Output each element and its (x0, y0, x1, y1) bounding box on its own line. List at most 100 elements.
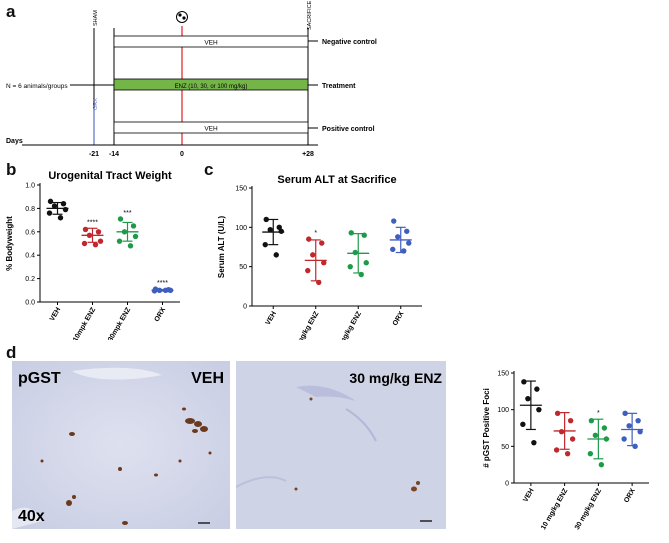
y-axis-label: # pGST Positive Foci (482, 388, 491, 468)
y-tick-label: 150 (497, 371, 509, 378)
data-point (127, 243, 134, 249)
magnification-label: 40x (18, 508, 45, 525)
day-tick-label: +28 (302, 151, 314, 158)
significance-marker: **** (87, 219, 98, 226)
data-point (632, 443, 638, 450)
data-point (95, 229, 102, 235)
data-point (520, 421, 526, 428)
x-tick-label: 10mpk ENZ (72, 306, 97, 340)
urogenital-weight-chart: Urogenital Tract Weight % Bodyweight 0.0 0.… (5, 170, 180, 340)
data-point (587, 450, 594, 457)
x-tick-label: 30mpk ENZ (107, 306, 132, 340)
micrograph-veh: pGST VEH 40x (12, 361, 230, 529)
y-tick-label: 1.0 (25, 183, 35, 190)
data-point (564, 450, 571, 457)
data-point (319, 240, 325, 246)
y-axis-label: % Bodyweight (5, 216, 14, 271)
orx-label: ORX (93, 98, 99, 110)
data-point (130, 223, 137, 229)
significance-marker: * (597, 410, 600, 417)
x-tick-label: VEH (265, 311, 278, 327)
data-point (306, 236, 312, 242)
data-point (121, 229, 128, 235)
y-tick-label: 0.2 (25, 276, 35, 283)
positive-control-bar-label: VEH (204, 126, 218, 133)
data-point (554, 410, 561, 417)
significance-marker: *** (123, 210, 131, 217)
data-point (598, 461, 605, 468)
data-point (263, 216, 269, 223)
panel-c-letter: c (204, 160, 214, 179)
positive-control-label: Positive control (322, 126, 375, 133)
data-point (151, 288, 158, 294)
data-point (278, 228, 284, 234)
data-point (82, 226, 89, 233)
data-point (51, 203, 58, 209)
x-tick-label: ORX (623, 487, 637, 504)
data-point (92, 241, 99, 248)
significance-marker: * (314, 230, 317, 237)
data-point (391, 218, 397, 224)
y-tick-label: 150 (235, 186, 247, 193)
data-point (406, 240, 412, 246)
data-point (531, 439, 537, 446)
image-group-label: VEH (191, 370, 224, 387)
x-tick-label: 30 mg/kg ENZ (574, 487, 604, 531)
data-point (57, 215, 64, 221)
data-point (348, 230, 354, 236)
significance-marker: **** (157, 280, 168, 287)
x-tick-label: VEH (49, 307, 62, 323)
treatment-start-icon (176, 11, 188, 23)
data-point (536, 406, 542, 413)
data-point (363, 260, 369, 266)
data-point (273, 252, 279, 258)
study-design-timeline: VEH Negative control ENZ (10, 30, or 100… (6, 0, 377, 158)
data-point (97, 238, 104, 244)
sacrifice-label: SACRIFICE (307, 0, 313, 30)
pgst-foci-chart: # pGST Positive Foci 0 50 100 150 VEH 10 mg/kg… (482, 371, 649, 531)
negative-control-label: Negative control (322, 39, 377, 46)
data-point (404, 228, 410, 234)
stain-label: pGST (18, 370, 61, 387)
data-point (86, 232, 93, 239)
data-point (267, 226, 273, 233)
data-point (262, 241, 268, 248)
x-tick-label: VEH (522, 488, 535, 504)
data-point (567, 417, 574, 424)
data-point (132, 233, 139, 240)
data-point (167, 287, 174, 293)
treatment-bar-label: ENZ (10, 30, or 100 mg/kg) (175, 84, 248, 90)
negative-control-bar-label: VEH (204, 40, 218, 47)
data-point (626, 423, 632, 429)
treatment-label: Treatment (322, 83, 356, 90)
y-tick-label: 50 (501, 444, 509, 451)
y-tick-label: 0.8 (25, 206, 35, 213)
data-point (117, 216, 124, 222)
data-point (395, 234, 401, 240)
data-point (592, 432, 599, 439)
data-point (46, 210, 53, 216)
y-tick-label: 50 (239, 264, 247, 271)
x-tick-label: 10 mg/kg ENZ (291, 310, 321, 340)
x-tick-label: 10 mg/kg ENZ (540, 487, 570, 531)
data-point (352, 249, 358, 256)
x-tick-label: ORX (154, 306, 168, 323)
data-point (47, 198, 54, 205)
image-group-label: 30 mg/kg ENZ (349, 370, 442, 386)
chart-title: Serum ALT at Sacrifice (277, 174, 396, 186)
data-point (603, 436, 610, 442)
days-label: Days (6, 138, 23, 145)
data-point (635, 417, 641, 424)
data-point (525, 395, 531, 402)
day-tick-label: 0 (180, 151, 184, 158)
data-point (116, 238, 123, 244)
y-tick-label: 100 (497, 407, 509, 414)
data-point (558, 428, 565, 435)
data-point (534, 386, 540, 392)
data-point (401, 248, 407, 254)
data-point (521, 379, 527, 385)
data-point (601, 425, 608, 431)
data-point (347, 263, 353, 270)
data-point (553, 447, 560, 453)
day-tick-label: -14 (109, 151, 119, 158)
